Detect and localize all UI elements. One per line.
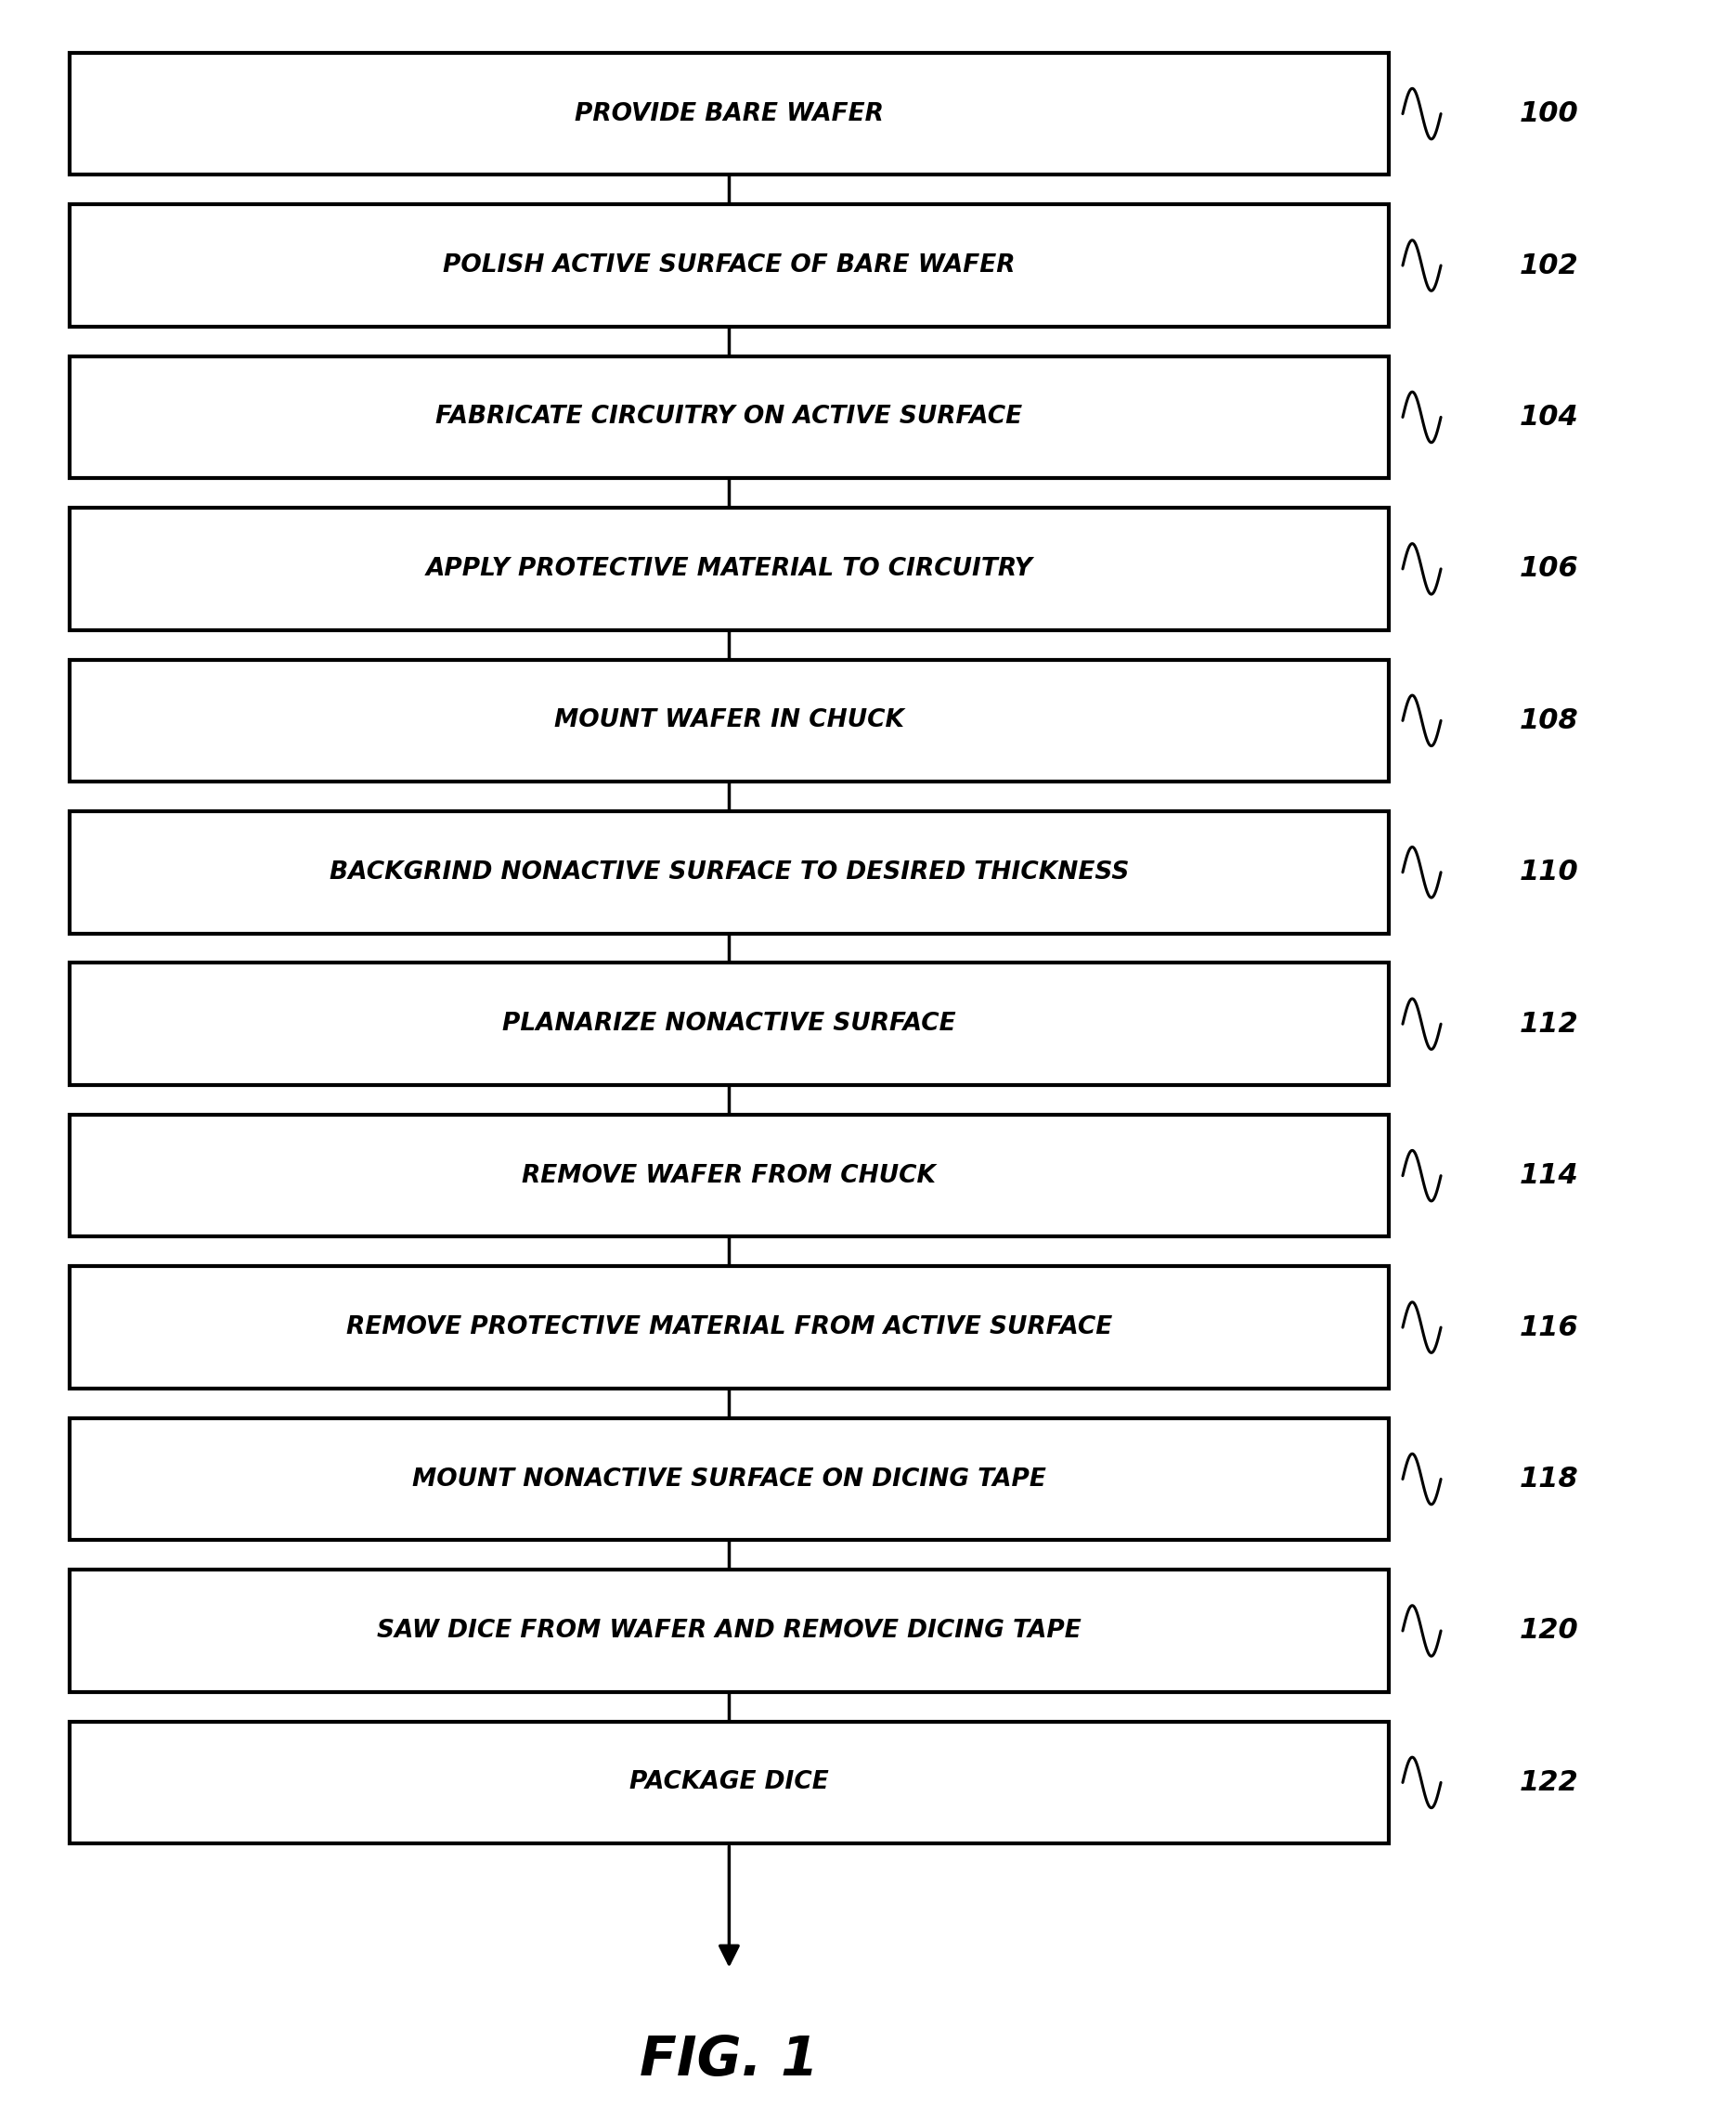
Text: POLISH ACTIVE SURFACE OF BARE WAFER: POLISH ACTIVE SURFACE OF BARE WAFER <box>443 253 1016 278</box>
Bar <box>69 356 1389 478</box>
Text: MOUNT NONACTIVE SURFACE ON DICING TAPE: MOUNT NONACTIVE SURFACE ON DICING TAPE <box>411 1466 1047 1492</box>
Text: REMOVE WAFER FROM CHUCK: REMOVE WAFER FROM CHUCK <box>523 1163 936 1188</box>
Text: REMOVE PROTECTIVE MATERIAL FROM ACTIVE SURFACE: REMOVE PROTECTIVE MATERIAL FROM ACTIVE S… <box>345 1315 1113 1340</box>
Text: 118: 118 <box>1519 1466 1578 1492</box>
Bar <box>69 963 1389 1085</box>
Bar <box>69 1266 1389 1389</box>
Bar <box>69 811 1389 933</box>
Text: 122: 122 <box>1519 1770 1578 1795</box>
Bar <box>69 1418 1389 1540</box>
Text: 120: 120 <box>1519 1618 1578 1643</box>
Bar <box>69 1721 1389 1844</box>
Text: 106: 106 <box>1519 556 1578 582</box>
Text: PROVIDE BARE WAFER: PROVIDE BARE WAFER <box>575 101 884 126</box>
Bar <box>69 204 1389 327</box>
Text: FIG. 1: FIG. 1 <box>639 2033 819 2086</box>
Text: 104: 104 <box>1519 405 1578 430</box>
Text: 100: 100 <box>1519 101 1578 126</box>
Text: 116: 116 <box>1519 1315 1578 1340</box>
Bar <box>69 1570 1389 1692</box>
Text: SAW DICE FROM WAFER AND REMOVE DICING TAPE: SAW DICE FROM WAFER AND REMOVE DICING TA… <box>377 1618 1082 1643</box>
Bar <box>69 53 1389 175</box>
Bar <box>69 508 1389 630</box>
Text: BACKGRIND NONACTIVE SURFACE TO DESIRED THICKNESS: BACKGRIND NONACTIVE SURFACE TO DESIRED T… <box>330 860 1128 885</box>
Text: FABRICATE CIRCUITRY ON ACTIVE SURFACE: FABRICATE CIRCUITRY ON ACTIVE SURFACE <box>436 405 1023 430</box>
Bar <box>69 659 1389 782</box>
Text: 110: 110 <box>1519 860 1578 885</box>
Text: 114: 114 <box>1519 1163 1578 1188</box>
Text: APPLY PROTECTIVE MATERIAL TO CIRCUITRY: APPLY PROTECTIVE MATERIAL TO CIRCUITRY <box>425 556 1033 582</box>
Bar <box>69 1115 1389 1237</box>
Text: 108: 108 <box>1519 708 1578 733</box>
Text: MOUNT WAFER IN CHUCK: MOUNT WAFER IN CHUCK <box>554 708 904 733</box>
Text: 102: 102 <box>1519 253 1578 278</box>
Text: PACKAGE DICE: PACKAGE DICE <box>630 1770 828 1795</box>
Text: 112: 112 <box>1519 1011 1578 1037</box>
Text: PLANARIZE NONACTIVE SURFACE: PLANARIZE NONACTIVE SURFACE <box>502 1011 957 1037</box>
